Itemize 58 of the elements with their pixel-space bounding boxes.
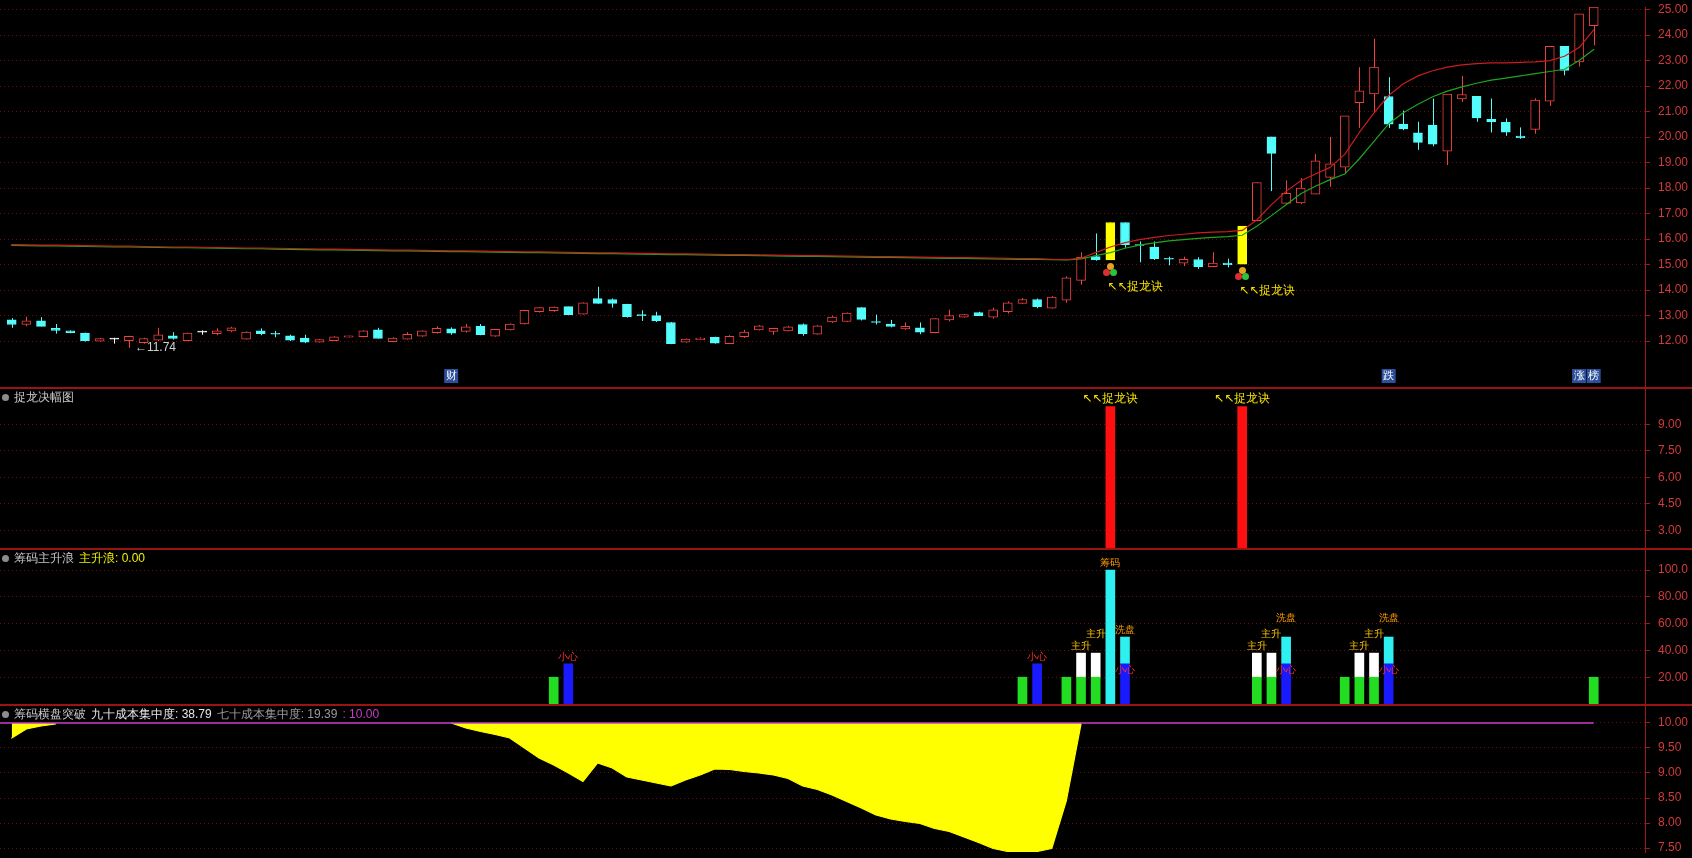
data-label: 主升 (1349, 640, 1370, 652)
y-tick-label: 9.50 (1658, 740, 1682, 755)
y-tick-label: 40.00 (1658, 642, 1689, 657)
y-tick-label: 7.50 (1658, 443, 1682, 458)
data-label: 小心 (558, 651, 579, 663)
x-tick-label: 财 (445, 369, 457, 382)
data-label: 主升 (1261, 628, 1282, 640)
data-label: ↖↖捉龙诀 (1214, 391, 1271, 406)
chart-title: 筹码横盘突破 (14, 707, 86, 721)
data-label: 洗盘 (1114, 624, 1135, 636)
chart-title: 捉龙决幅图 (14, 390, 74, 404)
text: ↖↖捉龙诀 (1239, 283, 1296, 298)
y-tick-label: 13.00 (1658, 307, 1689, 322)
y-tick-label: 60.00 (1658, 615, 1689, 630)
y-tick-label: 22.00 (1658, 78, 1689, 93)
y-tick-label: 23.00 (1658, 52, 1689, 67)
y-tick-label: 12.00 (1658, 333, 1689, 348)
x-tick-label: 涨 (1573, 369, 1585, 382)
y-tick-label: 7.50 (1658, 840, 1682, 855)
y-tick-label: 21.00 (1658, 103, 1689, 118)
text: ↖↖捉龙诀 (1107, 279, 1164, 294)
y-tick-label: 20.00 (1658, 669, 1689, 684)
y-tick-label: 25.00 (1658, 1, 1689, 16)
y-tick-label: 6.00 (1658, 469, 1682, 484)
y-tick-label: 10.00 (1658, 715, 1689, 730)
data-label: 小心 (1027, 651, 1048, 663)
data-label: 洗盘 (1378, 612, 1399, 624)
x-tick-label: 榜 (1588, 369, 1600, 382)
y-tick-label: 9.00 (1658, 765, 1682, 780)
y-tick-label: 80.00 (1658, 589, 1689, 604)
data-label: 筹码 (1100, 557, 1121, 569)
y-tick-label: 17.00 (1658, 205, 1689, 220)
annotation: 九十成本集中度: 38.79 (91, 707, 212, 721)
y-tick-label: 19.00 (1658, 154, 1689, 169)
y-tick-label: 16.00 (1658, 231, 1689, 246)
text: ←11.74 (134, 340, 177, 355)
annotation: 七十成本集中度: 19.39 (216, 707, 338, 721)
y-tick-label: 24.00 (1658, 27, 1689, 42)
data-label: 洗盘 (1276, 612, 1297, 624)
ref-line-label: : 10.00 (342, 707, 380, 721)
y-tick-label: 18.00 (1658, 180, 1689, 195)
chart-title: 筹码主升浪 (14, 551, 74, 565)
data-label: ↖↖捉龙诀 (1082, 391, 1139, 406)
y-tick-label: 4.50 (1658, 496, 1682, 511)
y-tick-label: 8.00 (1658, 815, 1682, 830)
y-tick-label: 14.00 (1658, 282, 1689, 297)
y-tick-label: 20.00 (1658, 129, 1689, 144)
data-label: 主升 (1085, 628, 1106, 640)
y-tick-label: 100.0 (1658, 562, 1689, 577)
y-tick-label: 15.00 (1658, 256, 1689, 271)
data-label: 主升 (1071, 640, 1092, 652)
y-tick-label: 3.00 (1658, 522, 1682, 537)
y-tick-label: 8.50 (1658, 790, 1682, 805)
x-tick-label: 跌 (1383, 369, 1395, 382)
y-tick-label: 9.00 (1658, 416, 1682, 431)
annotation: 主升浪: 0.00 (79, 551, 146, 565)
data-label: 主升 (1246, 640, 1267, 652)
data-label: 主升 (1364, 628, 1385, 640)
